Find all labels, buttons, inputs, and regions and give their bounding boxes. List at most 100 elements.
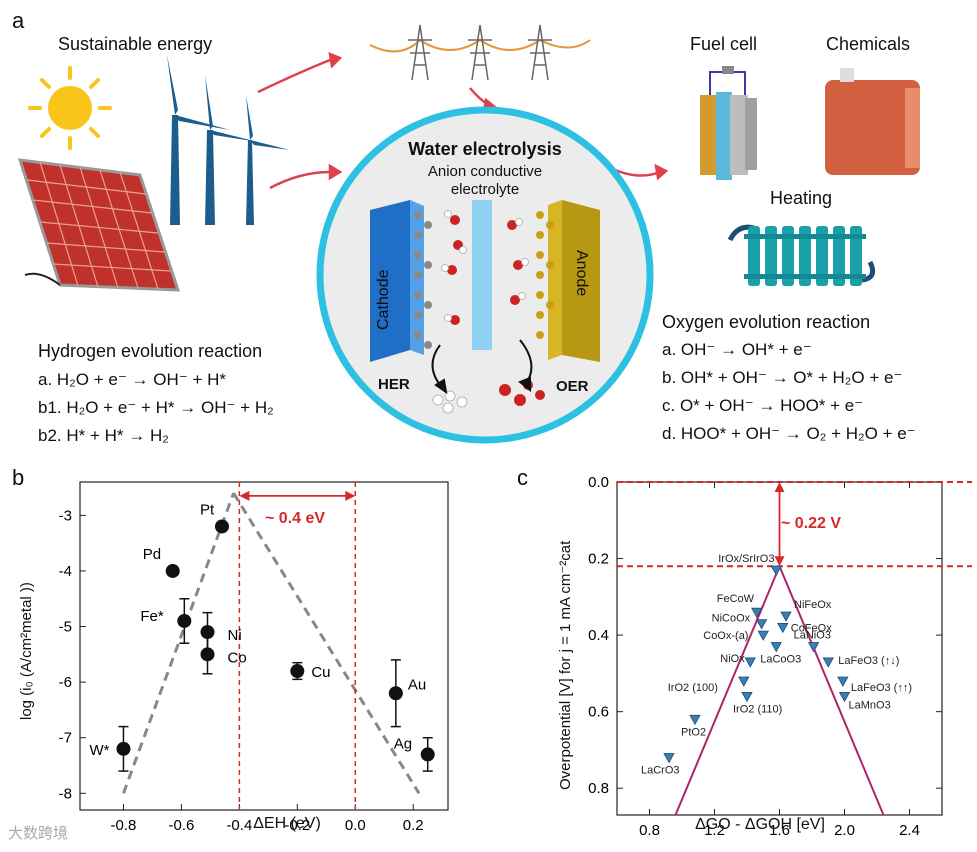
anode-label: Anode — [573, 250, 590, 297]
watermark: 大数跨境 — [8, 825, 69, 842]
y-tick-label: -3 — [59, 507, 72, 524]
y-tick-label: 0.2 — [588, 551, 609, 568]
her-step-b2: b2. H* + H* → H₂ — [38, 426, 169, 445]
data-point-co — [200, 647, 215, 662]
y-tick-label: 0.4 — [588, 627, 609, 644]
chemicals-label: Chemicals — [826, 34, 911, 54]
y-tick-label: 0.6 — [588, 704, 609, 721]
point-label: Ni — [227, 627, 241, 644]
flow-arrow-icon — [257, 52, 669, 190]
data-point — [822, 657, 834, 668]
point-label: NiCoOx — [712, 613, 751, 625]
water-electrolysis-title: Water electrolysis — [408, 139, 562, 159]
point-label: LaFeO3 (↑↓) — [838, 655, 899, 667]
data-point — [837, 676, 849, 687]
x-tick-label: 2.0 — [834, 822, 855, 839]
data-point — [780, 611, 792, 622]
x-tick-label: -0.2 — [284, 817, 310, 834]
arrow-head — [345, 490, 356, 501]
panel-b-chart: -0.8 -0.6 -0.4 -0.2 0.0 0.2 -3 -4 -5 -6 -7 -8 Pt Pd Fe… — [59, 481, 449, 834]
point-label: IrOx/SrIrO3 — [718, 553, 774, 565]
x-tick-label: -0.8 — [111, 817, 137, 834]
data-point-w-star — [116, 741, 131, 756]
point-label: Pd — [143, 546, 161, 563]
data-point — [770, 565, 782, 576]
data-point — [744, 657, 756, 668]
volcano-left-leg — [674, 565, 781, 816]
data-point — [741, 691, 753, 703]
arrow-head — [774, 482, 785, 492]
arrow-head — [774, 556, 785, 567]
data-point — [838, 691, 851, 703]
panel-b-letter: b — [12, 465, 25, 490]
y-tick-label: 0.0 — [588, 474, 609, 491]
oer-title: Oxygen evolution reaction — [662, 312, 871, 332]
point-label: Au — [408, 676, 426, 693]
chemicals-can-icon — [825, 68, 920, 175]
point-label: Cu — [311, 664, 330, 681]
oer-label: OER — [556, 378, 589, 395]
panel-c-annotation: ~ 0.22 V — [781, 515, 842, 532]
y-tick-label: -6 — [59, 674, 72, 691]
x-tick-label: 0.2 — [403, 817, 424, 834]
data-point-ag — [420, 747, 435, 762]
point-label: LaFeO3 (↑↑) — [851, 682, 912, 694]
anion-electrolyte-label-line1: Anion conductive — [427, 163, 543, 180]
data-point — [807, 642, 820, 653]
oer-step-d: d. HOO* + OH⁻ → O₂ + H₂O + e⁻ — [662, 424, 916, 443]
oer-step-c: c. O* + OH⁻ → HOO* + e⁻ — [662, 396, 864, 415]
point-label: CoOx-(a) — [703, 630, 748, 642]
point-label: IrO2 (110) — [733, 703, 782, 715]
point-label: LaCoO3 — [760, 654, 801, 666]
x-tick-label: -0.6 — [168, 817, 194, 834]
water-electrolysis-cell-icon — [316, 106, 654, 444]
y-tick-label: -4 — [59, 563, 72, 580]
data-point — [770, 642, 782, 653]
sun-icon — [28, 66, 112, 150]
point-label: LaNiO3 — [794, 630, 831, 642]
point-label: W* — [89, 742, 109, 759]
data-point — [751, 607, 763, 618]
solar-panel-icon — [17, 158, 181, 292]
panel-b-annotation: ~ 0.4 eV — [265, 510, 326, 527]
oer-step-b: b. OH* + OH⁻ → O* + H₂O + e⁻ — [662, 368, 903, 387]
x-tick-label: -0.4 — [226, 817, 252, 834]
x-tick-label: 2.4 — [899, 822, 920, 839]
fuel-cell-label: Fuel cell — [690, 34, 758, 54]
y-tick-label: -7 — [59, 730, 72, 747]
volcano-right-leg — [778, 565, 885, 816]
data-point-fe-star — [177, 613, 192, 628]
point-label: NiOx — [720, 653, 745, 665]
y-tick-label: -8 — [59, 785, 72, 802]
x-tick-label: 1.6 — [769, 822, 790, 839]
point-label: LaCrO3 — [641, 765, 680, 777]
x-tick-label: 0.8 — [639, 822, 660, 839]
heating-label: Heating — [770, 188, 833, 208]
volcano-left-leg — [122, 492, 235, 794]
point-label: Ag — [394, 735, 412, 752]
data-point-au — [388, 686, 403, 701]
point-label: Co — [227, 649, 246, 666]
panel-a-illustration — [17, 24, 920, 444]
point-label: LaMnO3 — [849, 699, 891, 711]
x-tick-label: 1.2 — [704, 822, 725, 839]
cathode-label: Cathode — [375, 269, 392, 331]
y-tick-label: 0.8 — [588, 780, 609, 797]
x-tick-label: 0.0 — [345, 817, 366, 834]
point-label: CoFeOx — [791, 622, 832, 634]
heater-icon — [727, 224, 876, 286]
fuel-cell-icon — [700, 66, 757, 180]
point-label: Fe* — [140, 608, 164, 625]
anion-electrolyte-label-line2: electrolyte — [450, 181, 520, 198]
oer-step-a: a. OH⁻ → OH* + e⁻ — [662, 340, 812, 359]
arrow-head — [239, 490, 250, 501]
her-step-a: a. H₂O + e⁻ → OH⁻ + H* — [38, 370, 226, 389]
panel-b-xlabel: ΔEH (eV) — [253, 815, 321, 832]
data-point-pt — [214, 519, 229, 534]
data-point-pd — [165, 563, 180, 578]
data-point — [757, 630, 769, 641]
her-step-b1: b1. H₂O + e⁻ + H* → OH⁻ + H₂ — [38, 398, 274, 417]
point-label: PtO2 — [681, 726, 706, 738]
point-label: FeCoW — [717, 593, 755, 605]
her-label: HER — [378, 376, 410, 393]
